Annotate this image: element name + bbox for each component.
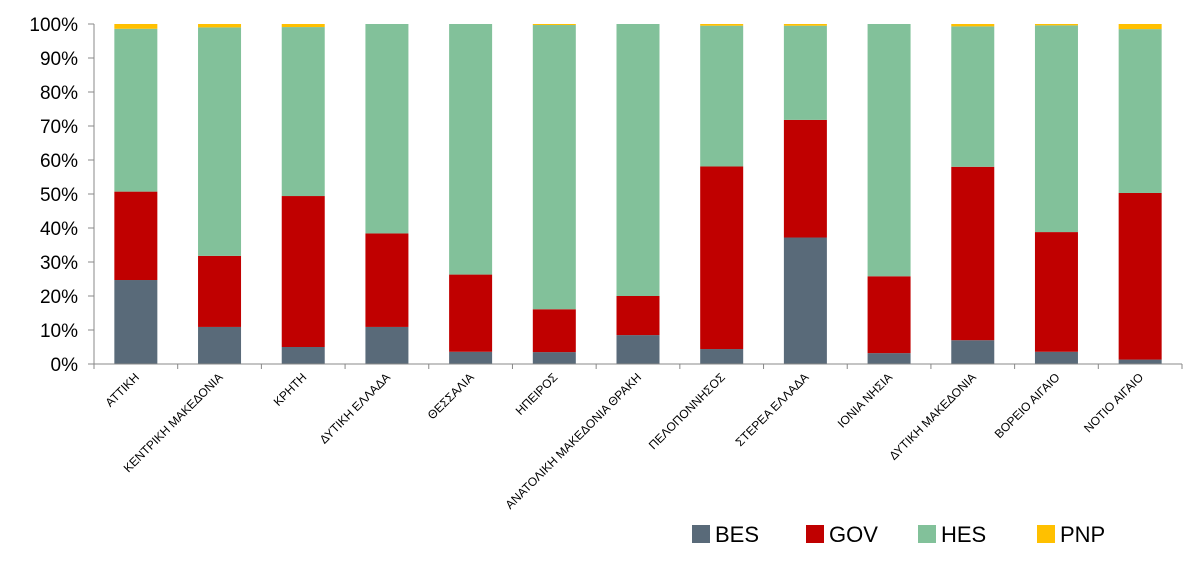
bar-segment-bes (198, 326, 242, 364)
bar-segment-gov (365, 233, 409, 327)
x-category-label: ΙΟΝΙΑ ΝΗΣΙΑ (835, 370, 895, 430)
y-tick-label: 40% (40, 219, 78, 240)
bar-segment-bes (783, 237, 827, 364)
bar-segment-gov (1118, 192, 1162, 360)
bar-segment-bes (616, 335, 660, 364)
bar-segment-gov (867, 276, 911, 354)
x-category-label: ΔΥΤΙΚΗ ΜΑΚΕΔΟΝΙΑ (886, 370, 979, 463)
bar-segment-bes (1034, 351, 1078, 364)
bar-segment-gov (198, 255, 242, 327)
bar-segment-hes (198, 27, 242, 256)
bar-segment-pnp (281, 24, 325, 28)
legend-label-gov: GOV (829, 522, 878, 547)
y-tick-label: 60% (40, 151, 78, 172)
y-tick-label: 70% (40, 117, 78, 138)
bar-segment-gov (532, 309, 576, 353)
x-category-label: ΗΠΕΙΡΟΣ (513, 370, 561, 418)
legend-swatch-bes (692, 525, 710, 543)
bar-segment-bes (365, 326, 409, 364)
bar-segment-pnp (1118, 24, 1162, 30)
bar-segment-bes (281, 347, 325, 364)
y-tick-label: 90% (40, 49, 78, 70)
bar-segment-pnp (532, 24, 576, 26)
x-category-label: ΔΥΤΙΚΗ ΕΛΛΑΔΑ (317, 370, 393, 446)
x-category-label: ΝΟΤΙΟ ΑΙΓΑΙΟ (1081, 370, 1146, 435)
bar-segment-hes (1118, 29, 1162, 193)
x-category-label: ΑΝΑΤΟΛΙΚΗ ΜΑΚΕΔΟΝΙΑ ΘΡΑΚΗ (503, 370, 645, 512)
bar-segment-bes (700, 349, 744, 364)
y-tick-label: 20% (40, 287, 78, 308)
bar-segment-hes (616, 24, 660, 296)
legend-label-hes: HES (941, 522, 986, 547)
bar-segment-hes (867, 24, 911, 277)
bar-segment-hes (700, 25, 744, 167)
y-tick-label: 10% (40, 321, 78, 342)
y-tick-label: 0% (51, 355, 79, 376)
bar-segment-gov (783, 119, 827, 238)
bar-segment-bes (867, 353, 911, 364)
x-category-label: ΠΕΛΟΠΟΝΝΗΣΟΣ (646, 370, 728, 452)
bar-segment-bes (951, 340, 995, 364)
bar-segment-pnp (951, 24, 995, 27)
bar-segment-gov (616, 296, 660, 336)
y-tick-label: 80% (40, 83, 78, 104)
bar-segment-hes (449, 24, 493, 275)
legend-swatch-gov (806, 525, 824, 543)
y-tick-label: 30% (40, 253, 78, 274)
x-category-label: ΘΕΣΣΑΛΙΑ (425, 370, 477, 422)
legend-label-pnp: PNP (1060, 522, 1105, 547)
bar-segment-pnp (700, 24, 744, 26)
bar-segment-bes (1118, 359, 1162, 364)
x-category-label: ΚΕΝΤΡΙΚΗ ΜΑΚΕΔΟΝΙΑ (121, 370, 226, 475)
bar-segment-pnp (783, 24, 827, 26)
legend-swatch-pnp (1037, 525, 1055, 543)
x-category-label: ΚΡΗΤΗ (271, 370, 310, 409)
bar-segment-hes (951, 26, 995, 167)
bar-segment-gov (700, 166, 744, 350)
bar-segment-bes (114, 280, 158, 364)
legend-swatch-hes (918, 525, 936, 543)
legend-label-bes: BES (715, 522, 759, 547)
bar-segment-hes (532, 25, 576, 310)
y-tick-label: 100% (29, 15, 78, 36)
bar-segment-pnp (114, 24, 158, 29)
bar-segment-gov (1034, 232, 1078, 352)
bar-segment-gov (281, 196, 325, 347)
bar-segment-hes (783, 25, 827, 120)
bar-segment-hes (281, 27, 325, 197)
bar-segment-gov (951, 166, 995, 341)
x-category-label: ΣΤΕΡΕΑ ΕΛΛΑΔΑ (733, 370, 812, 449)
bar-segment-bes (449, 351, 493, 364)
x-category-label: ΑΤΤΙΚΗ (103, 370, 142, 409)
y-tick-label: 50% (40, 185, 78, 206)
bar-segment-gov (449, 274, 493, 352)
x-category-label: ΒΟΡΕΙΟ ΑΙΓΑΙΟ (992, 370, 1063, 441)
bar-segment-pnp (1034, 24, 1078, 26)
bar-segment-hes (114, 28, 158, 192)
bar-segment-pnp (198, 24, 242, 28)
bar-segment-hes (1034, 25, 1078, 233)
bar-segment-hes (365, 24, 409, 234)
bar-segment-gov (114, 191, 158, 281)
bar-segment-bes (532, 352, 576, 364)
